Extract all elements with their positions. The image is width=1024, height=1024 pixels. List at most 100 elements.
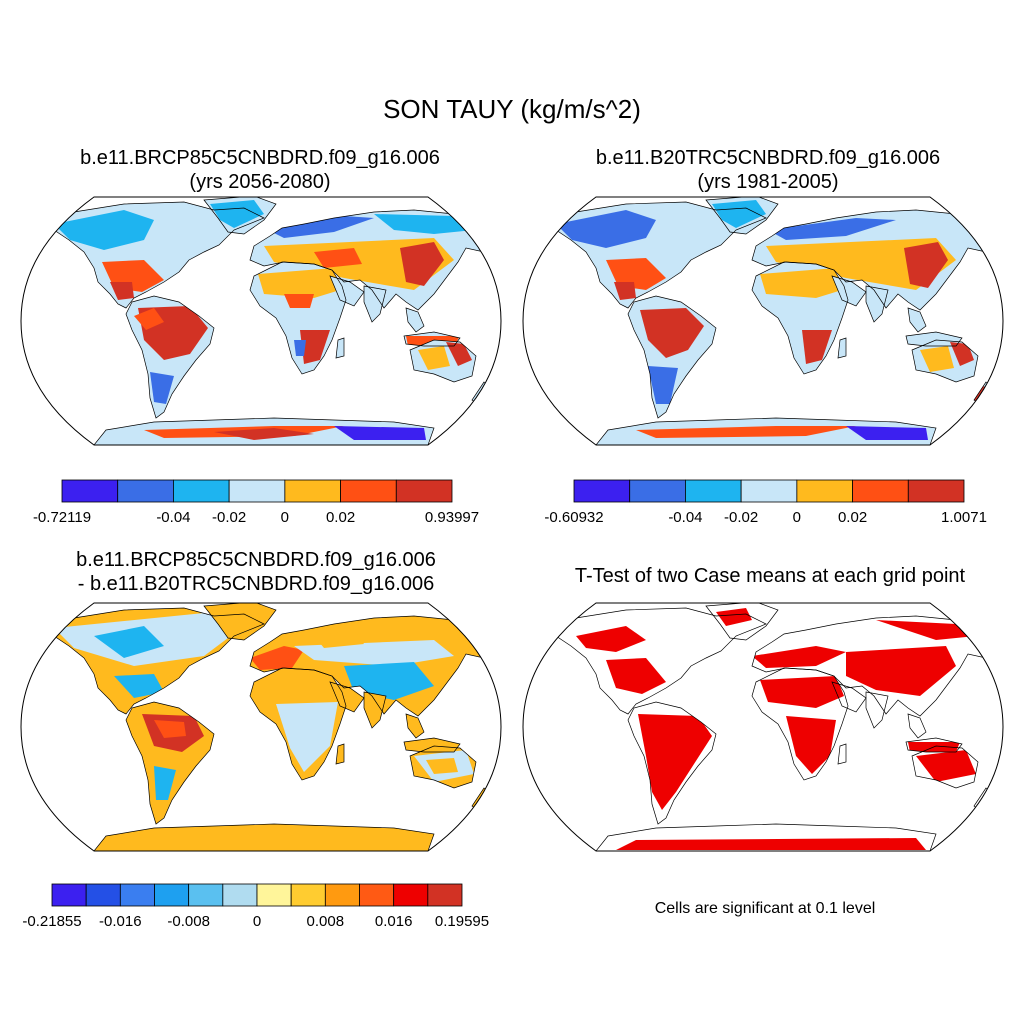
field-patch bbox=[712, 200, 766, 228]
region-india bbox=[364, 692, 386, 728]
colorbar-swatch bbox=[119, 883, 155, 907]
region-namerica bbox=[576, 626, 666, 694]
colorbar-swatch bbox=[427, 883, 463, 907]
colorbar-swatch bbox=[324, 883, 360, 907]
region-africa bbox=[250, 668, 346, 780]
colorbar-tick-label: 0.93997 bbox=[425, 509, 479, 526]
colorbar-tick-label: 0.008 bbox=[307, 913, 345, 930]
colorbar-swatch bbox=[188, 883, 224, 907]
coastline bbox=[905, 331, 963, 347]
field-patch bbox=[606, 658, 666, 694]
region-greenland bbox=[716, 608, 752, 626]
field-patch bbox=[636, 426, 856, 438]
colorbar-tick-label: -0.016 bbox=[99, 913, 142, 930]
colorbar-swatch bbox=[395, 479, 453, 503]
field-patch bbox=[258, 676, 340, 700]
coastline bbox=[595, 823, 937, 851]
colorbar-tick-label: 1.0071 bbox=[941, 509, 987, 526]
coastline bbox=[837, 337, 847, 359]
field-patch bbox=[250, 646, 304, 670]
colorbar-swatch bbox=[573, 479, 631, 503]
colorbar-tick-label: 0.02 bbox=[838, 509, 867, 526]
field-patch bbox=[768, 218, 896, 240]
land-fill bbox=[908, 308, 926, 332]
field-patch bbox=[614, 282, 636, 300]
panel-title-case2: b.e11.B20TRC5CNBDRD.f09_g16.006 (yrs 198… bbox=[528, 146, 1008, 194]
coastline bbox=[93, 417, 435, 445]
colorbar-swatch bbox=[51, 883, 87, 907]
panel-title-case1-line1: b.e11.BRCP85C5CNBDRD.f09_g16.006 bbox=[80, 147, 440, 169]
land-fill bbox=[406, 714, 424, 738]
field-patch bbox=[54, 210, 154, 250]
region-india bbox=[364, 286, 386, 322]
colorbar-tick-label: 0.016 bbox=[375, 913, 413, 930]
panel-title-case2-line1: b.e11.B20TRC5CNBDRD.f09_g16.006 bbox=[595, 147, 941, 169]
colorbar-swatch bbox=[222, 883, 258, 907]
region-antarctica bbox=[94, 824, 434, 851]
field-patch bbox=[950, 342, 974, 366]
field-patch bbox=[638, 714, 712, 810]
colorbar-swatch bbox=[290, 883, 326, 907]
region-eurasia bbox=[752, 210, 998, 310]
colorbar-tick-label: 0.19595 bbox=[435, 913, 489, 930]
coastline bbox=[751, 209, 999, 311]
colorbar-case2: -0.60932 -0.04 -0.02 0 0.02 1.0071 bbox=[544, 479, 987, 526]
coastline bbox=[837, 743, 847, 765]
field-patch bbox=[576, 626, 646, 652]
field-patch bbox=[616, 838, 926, 850]
coastline bbox=[907, 713, 927, 739]
colorbar-tick-label: -0.72119 bbox=[33, 509, 91, 526]
coastline bbox=[911, 339, 979, 383]
region-namerica bbox=[44, 608, 264, 714]
field-patch bbox=[114, 674, 164, 698]
colorbar-diff: -0.21855 -0.016 -0.008 0 0.008 0.016 0.19595 bbox=[22, 883, 489, 930]
figure-title: SON TAUY (kg/m/s^2) bbox=[383, 94, 641, 124]
coastline bbox=[409, 339, 477, 383]
field-patch bbox=[314, 248, 362, 268]
field-patch bbox=[334, 426, 426, 440]
coastline bbox=[125, 701, 215, 825]
panel-title-case1-line2: (yrs 2056-2080) bbox=[189, 171, 331, 193]
colorbar-swatch bbox=[685, 479, 742, 503]
map-frame bbox=[20, 196, 502, 446]
region-arabia bbox=[832, 276, 866, 306]
map-panel-case1 bbox=[20, 196, 502, 446]
coastline bbox=[43, 201, 265, 309]
colorbar-tick-label: -0.02 bbox=[212, 509, 246, 526]
land-fill bbox=[406, 308, 424, 332]
region-australia bbox=[916, 750, 976, 782]
field-patch bbox=[846, 646, 956, 696]
field-patch bbox=[94, 626, 164, 658]
region-africa bbox=[250, 262, 346, 374]
colorbar-swatch bbox=[256, 883, 292, 907]
field-patch bbox=[264, 216, 374, 238]
coastline bbox=[545, 201, 767, 309]
region-africa bbox=[752, 262, 848, 374]
coastline bbox=[865, 691, 889, 729]
region-samerica bbox=[126, 296, 214, 418]
land-fill bbox=[364, 692, 386, 728]
coastline bbox=[831, 275, 867, 307]
land-fill bbox=[330, 276, 364, 306]
colorbar-tick-label: 0 bbox=[793, 509, 801, 526]
colorbar-swatch bbox=[852, 479, 909, 503]
region-australia bbox=[410, 340, 476, 382]
map-panel-diff bbox=[20, 602, 502, 852]
region-greenland bbox=[706, 197, 778, 234]
region-greenland bbox=[204, 603, 276, 640]
coastline bbox=[865, 285, 889, 323]
field-patch bbox=[154, 766, 176, 800]
field-patch bbox=[716, 608, 752, 626]
coastline bbox=[545, 607, 767, 715]
map-frame bbox=[20, 602, 502, 852]
map-panel-ttest bbox=[522, 602, 1004, 852]
field-patch bbox=[648, 366, 678, 404]
coastline bbox=[403, 737, 461, 753]
region-samerica bbox=[628, 296, 716, 418]
field-patch bbox=[426, 758, 458, 774]
coastline bbox=[249, 615, 497, 717]
coastline bbox=[363, 285, 387, 323]
field-patch bbox=[400, 242, 444, 286]
region-namerica bbox=[44, 202, 264, 308]
colorbar-swatch bbox=[359, 883, 395, 907]
